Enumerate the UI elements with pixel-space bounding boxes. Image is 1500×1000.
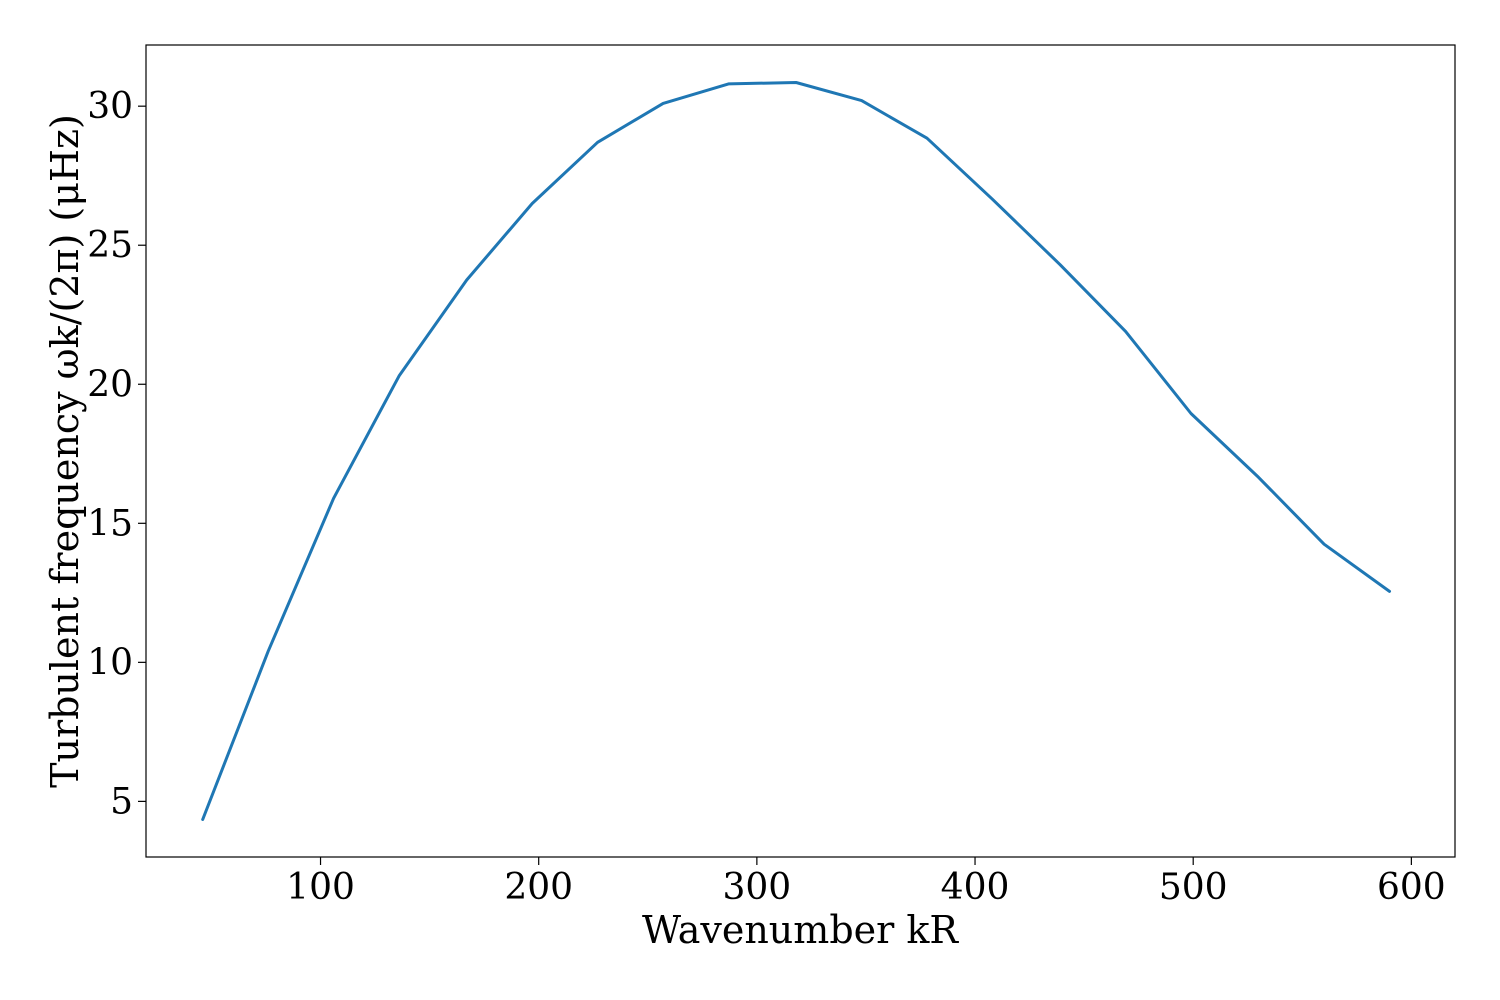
x-axis-label: Wavenumber kR xyxy=(642,908,959,952)
x-tick-label: 200 xyxy=(504,867,573,908)
y-tick-label: 20 xyxy=(87,364,133,405)
x-tick-label: 500 xyxy=(1159,867,1228,908)
y-tick-label: 15 xyxy=(87,503,133,544)
series-line-1 xyxy=(201,81,1391,821)
plot-frame xyxy=(145,44,1456,858)
y-tick-label: 25 xyxy=(87,225,133,266)
y-tick-label: 10 xyxy=(87,642,133,683)
y-tick-label: 5 xyxy=(110,781,133,822)
y-axis-ticks: 5 10 15 20 25 30 xyxy=(87,86,146,822)
series-layer xyxy=(201,81,1391,821)
plot-area: 100 200 300 400 500 600 5 10 15 20 25 30 xyxy=(87,44,1456,908)
y-tick-label: 30 xyxy=(87,86,133,127)
y-axis-label: Turbulent frequency ωk/(2π) (μHz) xyxy=(43,114,87,788)
x-tick-label: 100 xyxy=(286,867,355,908)
x-axis-ticks: 100 200 300 400 500 600 xyxy=(286,857,1446,908)
x-tick-label: 600 xyxy=(1377,867,1446,908)
x-tick-label: 300 xyxy=(723,867,792,908)
x-tick-label: 400 xyxy=(941,867,1010,908)
